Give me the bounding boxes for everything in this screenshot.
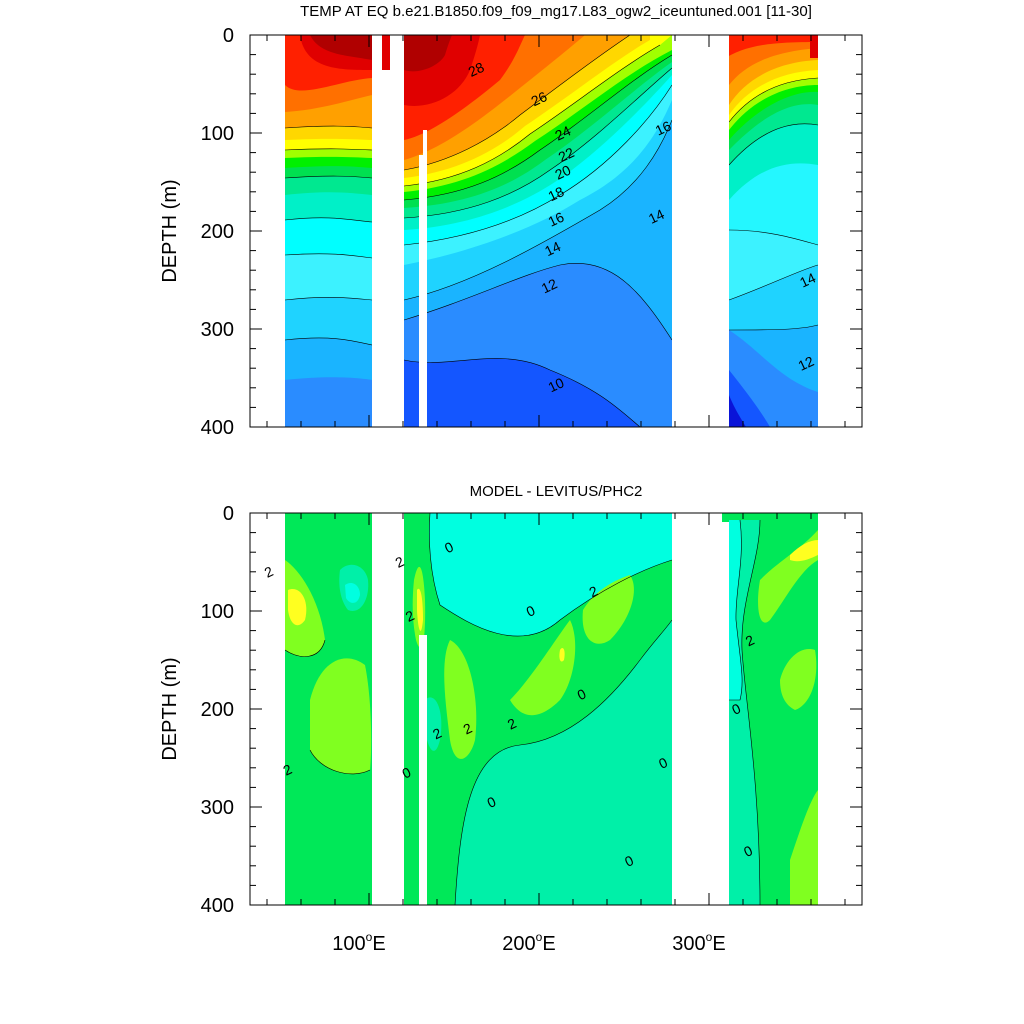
diff-contour-fill: [250, 513, 862, 905]
y-tick-label: 300: [201, 797, 234, 819]
x-tick-label: 200oE: [502, 930, 555, 955]
contour-label: 24: [552, 122, 573, 143]
contour-label: 28: [466, 59, 487, 80]
contour-label: 14: [542, 238, 563, 259]
y-tick-label: 400: [201, 417, 234, 439]
contour-label: 10: [546, 374, 567, 395]
x-tick-label: 100oE: [332, 930, 385, 955]
y-tick-label: 100: [201, 601, 234, 623]
contour-label: 20: [552, 162, 573, 183]
contour-label: 14: [646, 206, 667, 227]
contour-label: 26: [529, 88, 550, 109]
temp-axes: 0 100 200 300 400: [201, 25, 862, 439]
contour-label: 14: [797, 269, 818, 290]
contour-label: 22: [556, 144, 577, 165]
y-tick-label: 200: [201, 221, 234, 243]
contour-label: 16: [653, 117, 674, 138]
temp-ylabel: DEPTH (m): [159, 179, 181, 282]
x-tick-label: 300oE: [672, 930, 725, 955]
contour-label: 18: [546, 183, 567, 204]
contour-label: 12: [539, 275, 560, 296]
temp-panel-title: TEMP AT EQ b.e21.B1850.f09_f09_mg17.L83_…: [300, 3, 812, 20]
contour-label: 12: [795, 353, 816, 374]
y-tick-label: 100: [201, 123, 234, 145]
temp-panel: TEMP AT EQ b.e21.B1850.f09_f09_mg17.L83_…: [159, 3, 863, 439]
diff-panel-title: MODEL - LEVITUS/PHC2: [470, 483, 643, 500]
y-tick-label: 200: [201, 699, 234, 721]
diff-panel: MODEL - LEVITUS/PHC2: [159, 483, 863, 955]
y-tick-label: 300: [201, 319, 234, 341]
diff-axes: 0 100 200 300 400 100oE 200oE 300oE: [201, 503, 862, 955]
contour-label: 16: [546, 209, 567, 230]
diff-ylabel: DEPTH (m): [159, 657, 181, 760]
temp-contour-fill: [250, 35, 862, 427]
y-tick-label: 0: [223, 25, 234, 47]
y-tick-label: 0: [223, 503, 234, 525]
y-tick-label: 400: [201, 895, 234, 917]
